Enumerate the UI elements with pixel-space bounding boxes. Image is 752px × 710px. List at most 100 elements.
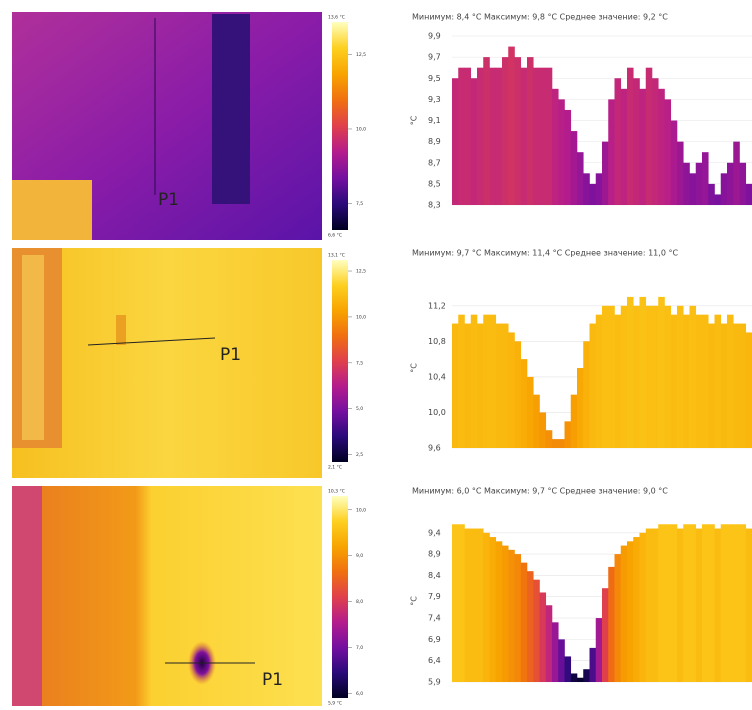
y-tick-label: 10,4: [428, 372, 446, 381]
bar: [477, 67, 484, 205]
bar: [739, 162, 747, 205]
colorbar-tick-label: 2,5: [356, 452, 363, 458]
bar: [595, 314, 603, 448]
y-tick-label: 9,5: [428, 74, 441, 83]
bar: [502, 545, 509, 682]
bar: [720, 323, 728, 448]
bar: [508, 332, 515, 448]
y-tick-label: 11,2: [428, 301, 446, 310]
marker-label: P1: [158, 190, 179, 210]
colorbar-tick-label: 7,0: [356, 645, 363, 651]
bar: [670, 524, 678, 682]
bar: [745, 528, 752, 682]
bar: [702, 152, 709, 205]
colorbar-max-label: 13,6 °C: [328, 15, 345, 21]
bar: [577, 368, 584, 448]
bar: [595, 618, 603, 682]
bar: [658, 296, 665, 448]
bar: [677, 305, 684, 448]
bar: [633, 78, 640, 205]
y-tick-label: 7,9: [428, 592, 441, 601]
bar: [527, 57, 534, 205]
bar: [589, 323, 597, 448]
bar: [645, 67, 653, 205]
bar: [477, 528, 484, 682]
bar: [489, 314, 497, 448]
bar: [620, 88, 628, 205]
bar: [714, 194, 722, 205]
bar: [558, 99, 565, 205]
bar: [639, 296, 647, 448]
bar: [583, 341, 590, 448]
bar: [602, 305, 609, 448]
bar: [708, 323, 715, 448]
y-tick-label: 6,9: [428, 635, 441, 644]
bar: [608, 305, 615, 448]
bar: [527, 571, 534, 682]
bar: [733, 524, 740, 682]
bar: [489, 537, 497, 682]
bar: [652, 528, 659, 682]
y-tick-label: 8,5: [428, 179, 441, 188]
bar: [689, 173, 697, 205]
bar: [495, 67, 503, 205]
bar: [608, 99, 615, 205]
y-tick-label: 9,4: [428, 528, 441, 537]
y-tick-label: 9,9: [428, 32, 441, 41]
bar: [558, 439, 565, 448]
bar: [458, 524, 465, 682]
bar: [464, 67, 472, 205]
bar: [620, 545, 628, 682]
colorbar-min-label: 5,9 °C: [328, 701, 342, 707]
bar: [633, 537, 640, 682]
bar: [695, 528, 703, 682]
thermal-image: [12, 248, 322, 478]
y-tick-label: 8,7: [428, 158, 441, 167]
colorbar-max-label: 13,1 °C: [328, 253, 345, 259]
bar: [502, 57, 509, 205]
bar: [714, 314, 722, 448]
bar: [652, 78, 659, 205]
bar: [683, 524, 690, 682]
y-tick-label: 9,3: [428, 95, 441, 104]
bar: [739, 524, 747, 682]
bar: [514, 57, 522, 205]
bar: [483, 314, 490, 448]
bar: [620, 305, 628, 448]
bar: [470, 314, 478, 448]
bar: [558, 639, 565, 682]
bar: [645, 305, 653, 448]
colorbar-max-label: 10,3 °C: [328, 489, 345, 495]
bar: [727, 162, 734, 205]
bar: [533, 579, 540, 682]
bar: [495, 541, 503, 682]
colorbar-min-label: 6,6 °C: [328, 233, 342, 239]
bar: [639, 88, 647, 205]
colorbar-tick-label: 12,5: [356, 269, 366, 275]
bar: [627, 67, 634, 205]
bar: [714, 528, 722, 682]
bar: [508, 549, 515, 682]
y-tick-label: 7,4: [428, 614, 441, 623]
y-tick-label: 9,7: [428, 53, 441, 62]
bar: [595, 173, 603, 205]
bar: [452, 524, 459, 682]
bar: [708, 183, 715, 205]
y-tick-label: 5,9: [428, 678, 441, 687]
bar: [489, 67, 497, 205]
bar: [495, 323, 503, 448]
bar: [570, 394, 578, 448]
bar: [533, 394, 540, 448]
bar: [727, 314, 734, 448]
y-tick-label: 9,1: [428, 116, 441, 125]
bar: [720, 173, 728, 205]
bar: [552, 622, 559, 682]
colorbar: [332, 260, 348, 462]
bar: [733, 141, 740, 205]
bar: [702, 314, 709, 448]
bar: [695, 314, 703, 448]
bar: [570, 131, 578, 205]
bar: [608, 566, 615, 682]
bar: [533, 67, 540, 205]
colorbar-tick-label: 5,0: [356, 406, 363, 412]
